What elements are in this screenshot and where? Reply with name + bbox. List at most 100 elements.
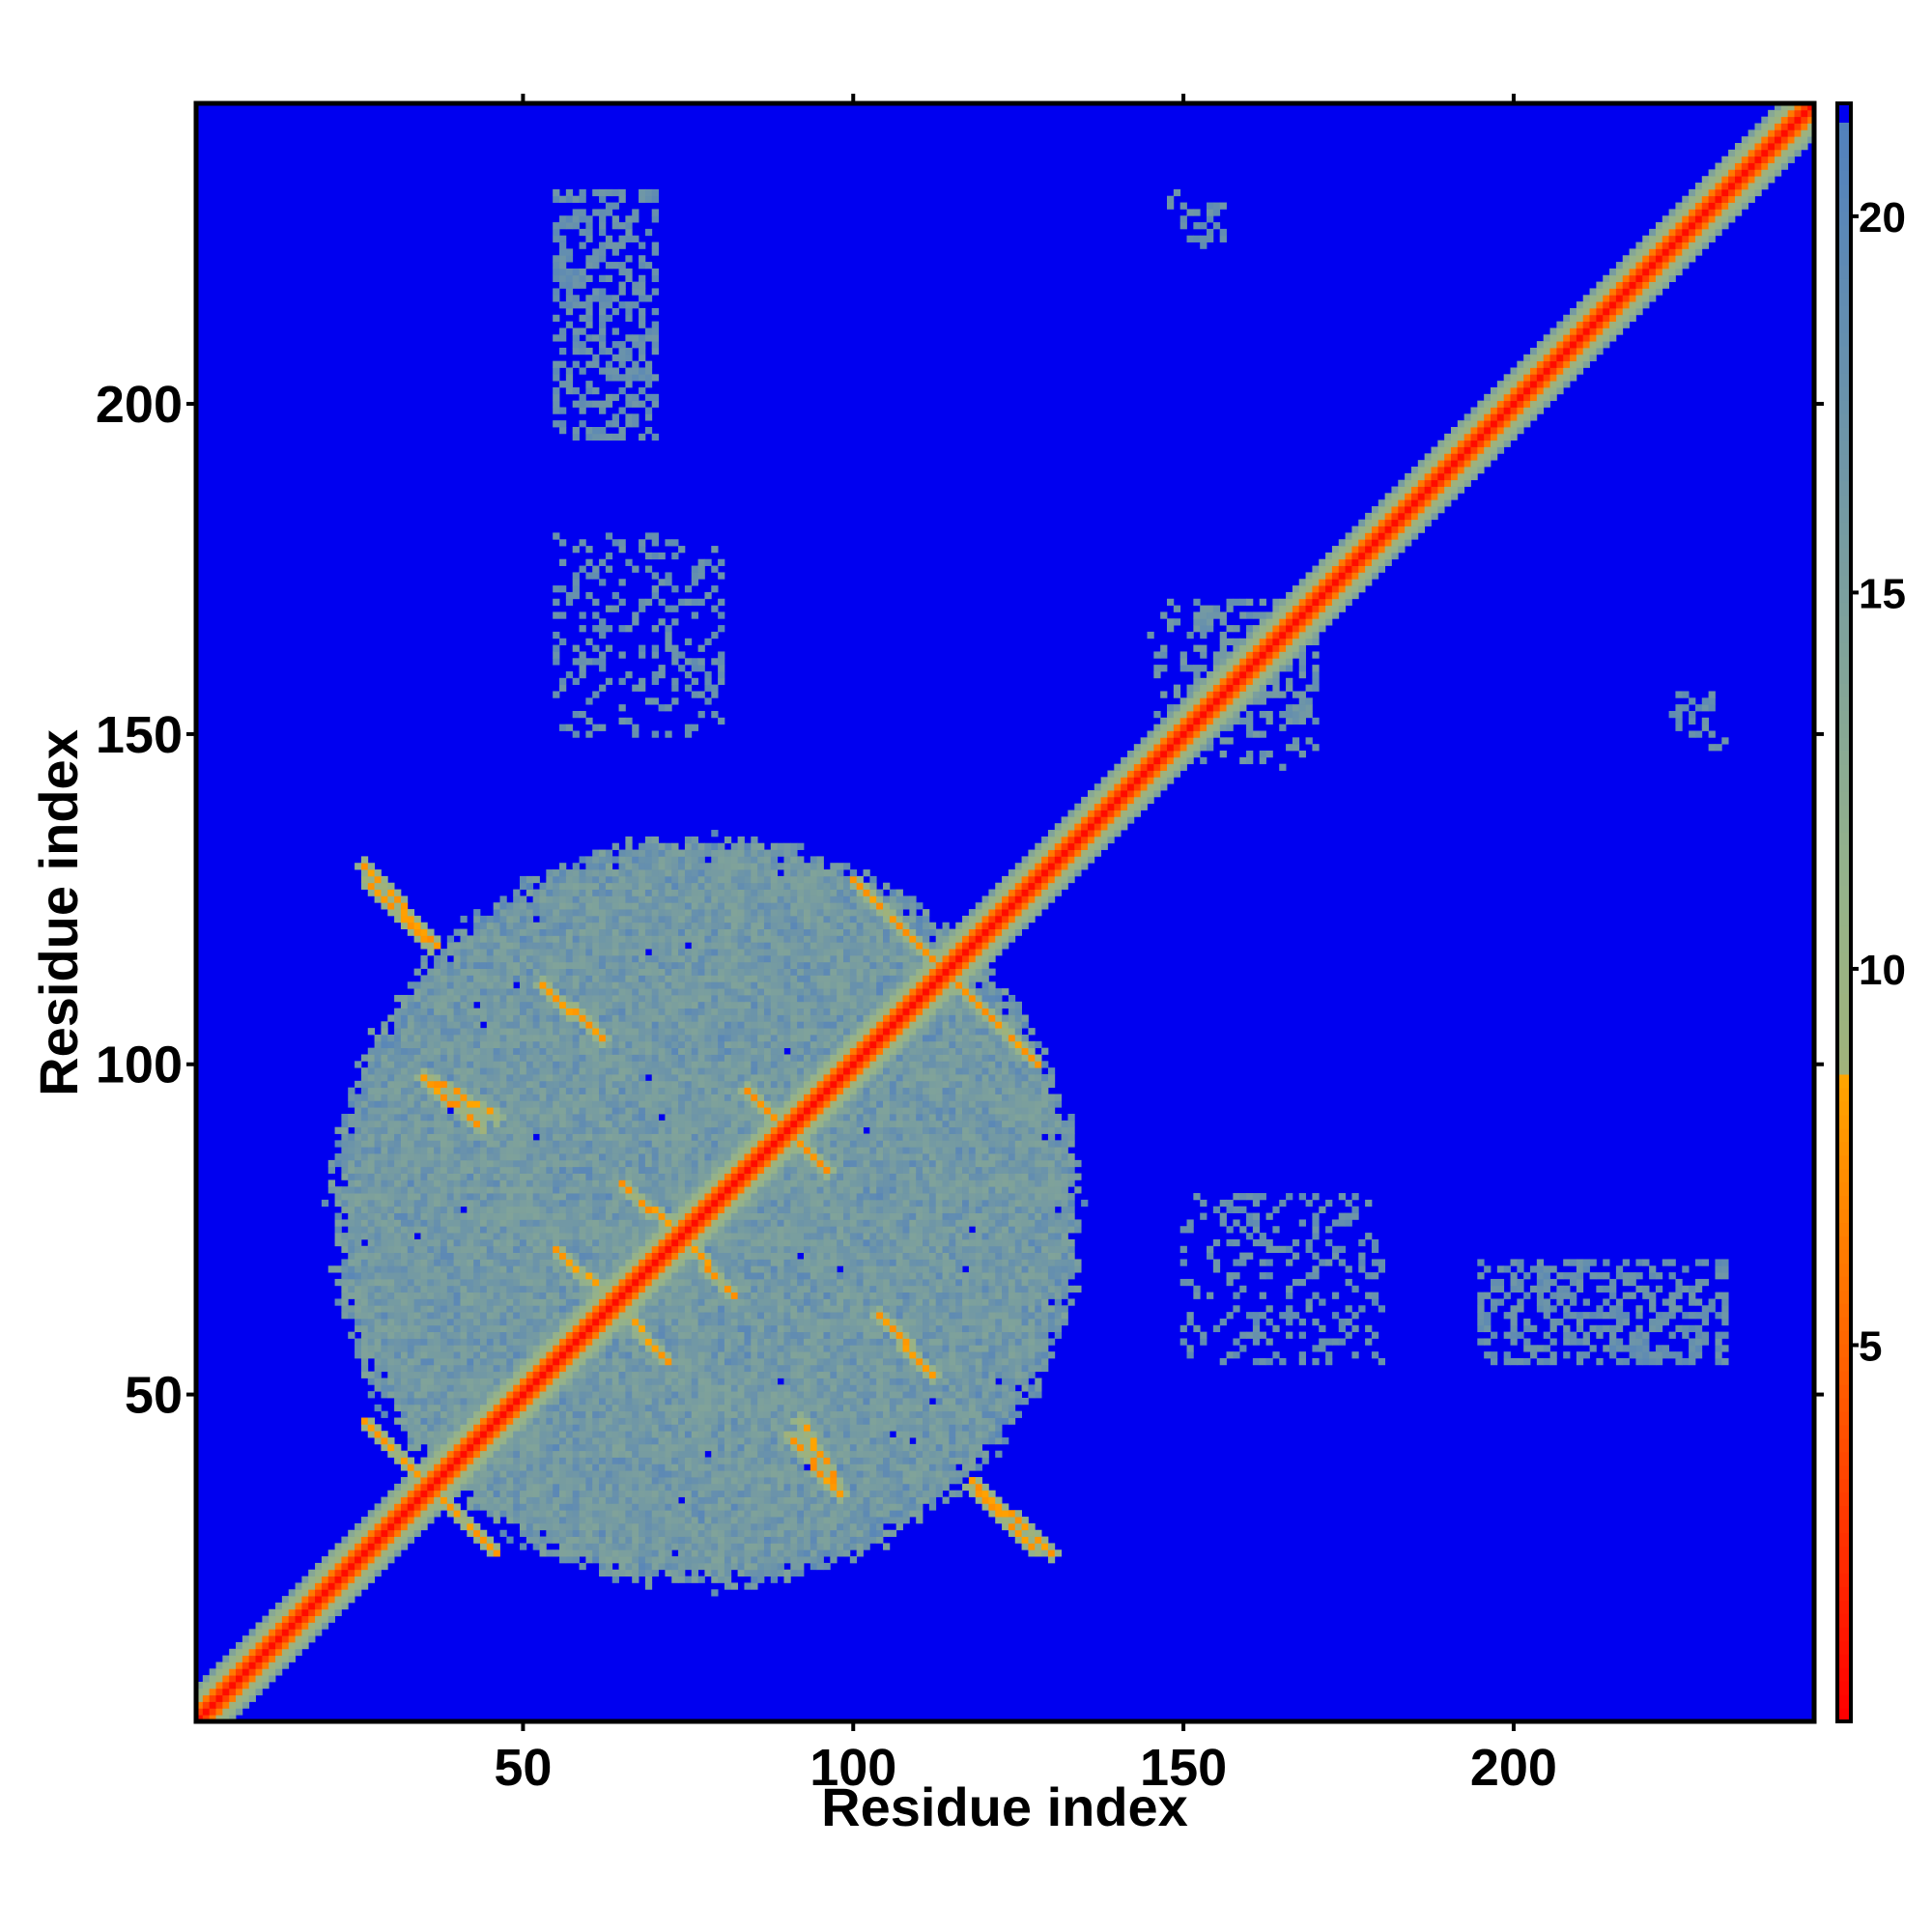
heatmap-cell (559, 1496, 567, 1504)
heatmap-cell (968, 1338, 977, 1346)
heatmap-cell (605, 1278, 613, 1287)
heatmap-cell (823, 1410, 831, 1418)
heatmap-cell (532, 1305, 540, 1313)
heatmap-cell (506, 1278, 514, 1287)
heatmap-cell (493, 1517, 500, 1524)
heatmap-cell (843, 1417, 851, 1425)
heatmap-cell (763, 1364, 772, 1373)
heatmap-cell (1028, 1272, 1036, 1280)
heatmap-cell (949, 1265, 956, 1273)
heatmap-cell (579, 1345, 586, 1352)
heatmap-cell (902, 1450, 910, 1458)
heatmap-cell (889, 1510, 897, 1518)
heatmap-cell (407, 1431, 415, 1438)
heatmap-cell (923, 1410, 930, 1418)
heatmap-cell (975, 1324, 982, 1333)
heatmap-cell (1286, 1285, 1293, 1293)
heatmap-cell (830, 1496, 838, 1504)
heatmap-cell (599, 1536, 607, 1544)
heatmap-cell (724, 1318, 732, 1326)
heatmap-cell (691, 1569, 698, 1577)
heatmap-cell (387, 1543, 395, 1550)
heatmap-cell (407, 1496, 415, 1504)
heatmap-cell (651, 1443, 659, 1452)
heatmap-cell (803, 1477, 811, 1485)
heatmap-cell (823, 1517, 831, 1524)
heatmap-cell (387, 1371, 395, 1378)
heatmap-cell (585, 1364, 593, 1373)
heatmap-cell (909, 1324, 917, 1333)
heatmap-cell (532, 1463, 540, 1471)
heatmap-cell (1622, 1312, 1630, 1320)
heatmap-cell (394, 1331, 402, 1339)
heatmap-cell (988, 1510, 996, 1518)
heatmap-cell (632, 1404, 639, 1412)
heatmap-cell (684, 1292, 693, 1299)
heatmap-cell (837, 1529, 844, 1537)
heatmap-cell (916, 1463, 923, 1471)
heatmap-cell (955, 1384, 963, 1392)
heatmap-cell (506, 1450, 514, 1458)
heatmap-cell (928, 1292, 937, 1299)
heatmap-cell (579, 1470, 586, 1478)
heatmap-cell (658, 1536, 666, 1544)
heatmap-cell (895, 1437, 903, 1445)
heatmap-cell (803, 1378, 811, 1385)
heatmap-cell (830, 1536, 838, 1544)
heatmap-cell (671, 1324, 679, 1333)
heatmap-cell (856, 1378, 870, 1385)
heatmap-cell (360, 1517, 369, 1524)
heatmap-cell (928, 1331, 937, 1339)
heatmap-cell (553, 1522, 560, 1531)
heatmap-cell (1694, 1338, 1703, 1346)
heatmap-cell (995, 1345, 1003, 1352)
heatmap-cell (440, 1357, 448, 1366)
heatmap-cell (737, 1483, 745, 1492)
heatmap-cell (962, 1305, 970, 1313)
heatmap-cell (473, 1351, 481, 1359)
heatmap-cell (460, 1312, 468, 1320)
heatmap-cell (777, 1259, 784, 1266)
heatmap-cell (367, 1371, 375, 1378)
heatmap-cell (651, 1556, 659, 1564)
heatmap-cell (486, 1404, 495, 1412)
heatmap-cell (671, 1312, 679, 1320)
heatmap-cell (691, 1496, 698, 1504)
heatmap-cell (420, 1463, 428, 1471)
heatmap-cell (830, 1483, 838, 1492)
heatmap-cell (1662, 1318, 1669, 1326)
heatmap-cell (803, 1318, 811, 1326)
heatmap-cell (863, 1477, 870, 1485)
heatmap-cell (724, 1431, 732, 1438)
heatmap-cell (665, 1298, 672, 1306)
heatmap-cell (493, 1345, 500, 1352)
heatmap-cell (968, 1404, 977, 1412)
heatmap-cell (539, 1398, 547, 1406)
heatmap-cell (751, 1457, 758, 1464)
heatmap-cell (440, 1410, 448, 1418)
heatmap-cell (611, 1298, 619, 1306)
heatmap-cell (995, 1424, 1003, 1432)
heatmap-cell (1008, 1417, 1016, 1425)
heatmap-cell (823, 1278, 831, 1287)
heatmap-cell (856, 1431, 864, 1438)
heatmap-cell (810, 1503, 818, 1511)
heatmap-cell (883, 1391, 891, 1399)
heatmap-cell (962, 1331, 970, 1339)
heatmap-cell (526, 1292, 534, 1299)
heatmap-cell (1014, 1510, 1022, 1518)
heatmap-cell (1530, 1345, 1538, 1352)
heatmap-cell (704, 1410, 712, 1418)
heatmap-cell (229, 1662, 237, 1669)
heatmap-cell (823, 1510, 831, 1518)
heatmap-cell (493, 1404, 500, 1412)
heatmap-cell (684, 1529, 693, 1537)
heatmap-cell (526, 1450, 534, 1458)
heatmap-cell (869, 1398, 877, 1406)
heatmap-cell (295, 1582, 302, 1590)
heatmap-cell (315, 1569, 323, 1577)
heatmap-cell (546, 1549, 554, 1557)
heatmap-cell (823, 1490, 831, 1497)
heatmap-cell (520, 1522, 527, 1531)
heatmap-cell (1543, 1331, 1550, 1339)
